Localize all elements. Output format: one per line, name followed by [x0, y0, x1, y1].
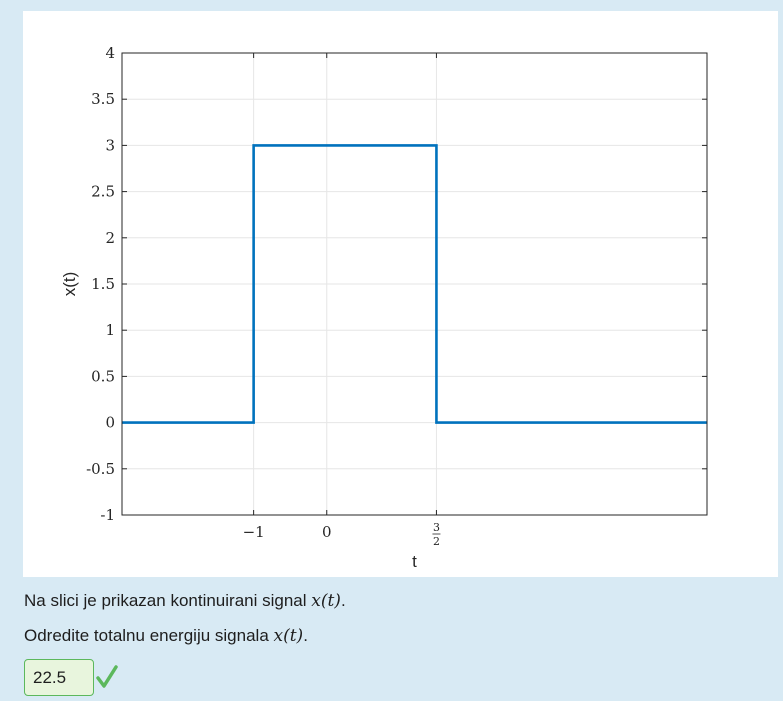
x-tick-label: −1: [243, 523, 265, 541]
question-line-2-text: Odredite totalnu energiju signala: [24, 626, 274, 645]
y-tick-label: 2: [105, 229, 115, 247]
series-layer: [122, 144, 707, 424]
y-tick-label: 3.5: [91, 90, 115, 108]
chart-figure: -1 -0.5 0 0.5 1 1.5 2 2.5 3 3.5 4 −1 0 3 2 x(t) t: [23, 11, 778, 577]
svg-text:3: 3: [433, 521, 440, 534]
question-line-2: Odredite totalnu energiju signala x(t).: [24, 626, 308, 646]
question-line-2-math: x(t): [273, 626, 304, 646]
x-tick-label: 32: [432, 521, 441, 548]
checkmark-icon: [96, 665, 118, 688]
y-tick-label: 1.5: [91, 275, 115, 293]
question-line-1-text: Na slici je prikazan kontinuirani signal: [24, 591, 312, 610]
answer-input[interactable]: 22.5: [24, 659, 94, 696]
ticks-layer: -1-0.500.511.522.533.54−1 0 32: [86, 44, 707, 548]
question-line-2-end: .: [303, 626, 308, 645]
signal-line: [122, 144, 707, 424]
y-tick-label: -0.5: [86, 460, 115, 478]
signal-chart: -1-0.500.511.522.533.54−1 0 32 x(t) t: [60, 44, 708, 571]
y-tick-label: 0: [105, 414, 115, 432]
grid-layer: [122, 52, 707, 516]
question-line-1: Na slici je prikazan kontinuirani signal…: [24, 591, 346, 611]
y-tick-label: -1: [100, 506, 115, 524]
y-tick-label: 4: [105, 44, 115, 62]
y-tick-label: 3: [105, 136, 115, 154]
svg-text:2: 2: [433, 535, 440, 548]
y-tick-label: 2.5: [91, 183, 115, 201]
y-tick-label: 1: [105, 321, 115, 339]
y-tick-label: 0.5: [91, 367, 115, 385]
plot-frame: [121, 52, 708, 516]
y-axis-label: x(t): [60, 272, 79, 297]
x-axis-label: t: [412, 552, 417, 571]
x-tick-label: 0: [322, 523, 332, 541]
question-line-1-math: x(t): [311, 591, 341, 611]
question-line-1-end: .: [340, 591, 346, 610]
